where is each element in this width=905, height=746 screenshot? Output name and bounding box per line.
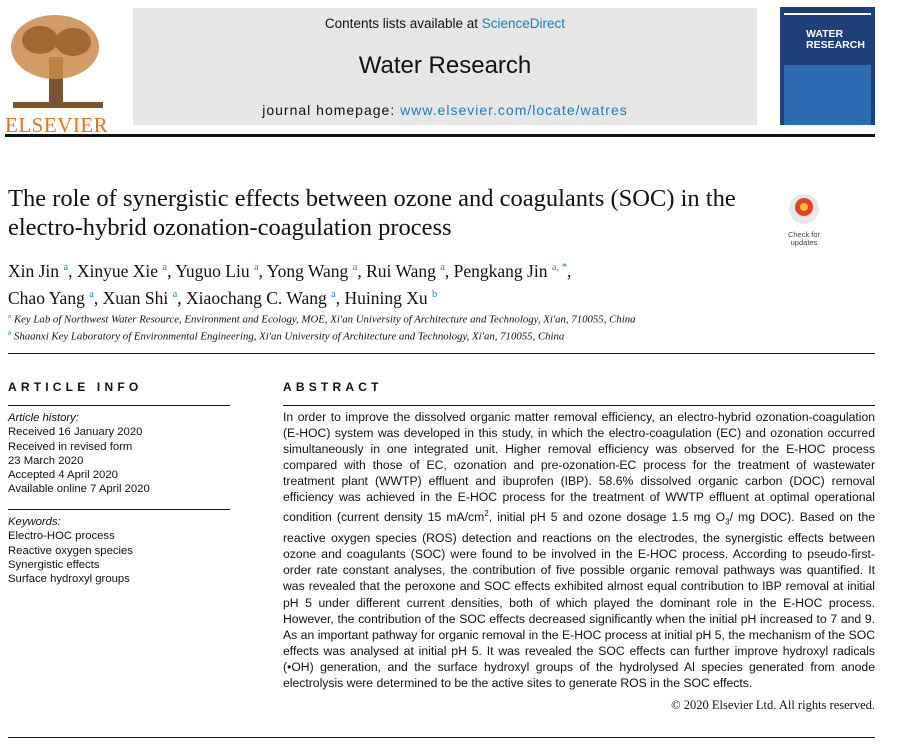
- text: journal homepage:: [262, 102, 396, 118]
- history-item: Received in revised form: [8, 440, 133, 453]
- author-name: Yuguo Liu: [175, 260, 250, 281]
- author: Yong Wang a: [267, 261, 362, 281]
- author: Rui Wang a: [366, 261, 449, 281]
- affiliation-text: Key Lab of Northwest Water Resource, Env…: [13, 313, 636, 326]
- publisher-name: ELSEVIER: [5, 113, 109, 137]
- author-name: Yong Wang: [266, 260, 349, 281]
- author-affiliation: a: [253, 262, 259, 273]
- text: / mg DOC). Based on the reactive oxygen …: [283, 509, 875, 690]
- author: Xin Jin a: [8, 261, 72, 281]
- author: Huining Xu b: [345, 288, 438, 308]
- author-name: Pengkang Jin: [453, 260, 548, 281]
- author: Chao Yang a: [8, 288, 98, 308]
- keyword: Synergistic effects: [8, 558, 100, 571]
- abstract-text: In order to improve the dissolved organi…: [283, 409, 875, 691]
- text: Contents lists available at: [324, 16, 479, 31]
- copyright: © 2020 Elsevier Ltd. All rights reserved…: [671, 698, 875, 712]
- article-title: The role of synergistic effects between …: [8, 185, 736, 241]
- author-name: Rui Wang: [366, 260, 436, 281]
- divider: [8, 737, 875, 738]
- label: Article history:: [8, 412, 79, 424]
- author: Yuguo Liu a: [175, 261, 263, 281]
- author-list: Xin Jin a Xinyue Xie a Yuguo Liu a Yong …: [8, 256, 748, 310]
- author-name: Xuan Shi: [102, 287, 169, 308]
- history-item: Accepted 4 April 2020: [8, 469, 118, 482]
- author: Xinyue Xie a: [77, 261, 172, 281]
- author-name: Xin Jin: [8, 260, 60, 281]
- author-name: Chao Yang: [8, 287, 85, 308]
- keyword: Electro-HOC process: [8, 530, 115, 543]
- author-name: Huining Xu: [344, 287, 428, 308]
- check-updates[interactable]: Check for updates: [781, 192, 827, 247]
- author-name: Xiaochang C. Wang: [186, 287, 327, 308]
- author-affiliation: a: [352, 262, 358, 273]
- affiliation: a Key Lab of Northwest Water Resource, E…: [8, 310, 636, 327]
- text: , initial pH 5 and ozone dosage 1.5 mg O: [488, 509, 726, 524]
- journal-header: Contents lists available at ScienceDirec…: [133, 8, 757, 125]
- author-affiliation: a: [162, 262, 168, 273]
- contents-line: Contents lists available at ScienceDirec…: [133, 16, 757, 31]
- history-item: Received 16 January 2020: [8, 426, 143, 439]
- check-label: Check for updates: [787, 230, 821, 247]
- text: 2: [484, 508, 489, 518]
- author-name: Xinyue Xie: [76, 260, 159, 281]
- affiliation-mark: a: [8, 313, 12, 320]
- check-icon: [789, 194, 819, 224]
- journal-name: Water Research: [358, 52, 532, 79]
- keywords: Keywords: Electro-HOC process Reactive ox…: [8, 515, 133, 586]
- affiliations: a Key Lab of Northwest Water Resource, E…: [8, 310, 636, 343]
- divider: [283, 405, 875, 406]
- history-list: Received 16 January 2020 Received in revi…: [8, 425, 150, 496]
- affiliation-text: Shaanxi Key Laboratory of Environmental …: [13, 330, 565, 343]
- divider: [8, 353, 875, 354]
- text: 3: [725, 517, 730, 527]
- author-affiliation: a, *: [551, 262, 568, 273]
- author: Pengkang Jin a, *: [454, 261, 572, 281]
- tree-logo: [11, 15, 103, 108]
- author: Xuan Shi a: [103, 288, 182, 308]
- history-item: Available online 7 April 2020: [8, 483, 150, 496]
- keyword: Surface hydroxyl groups: [8, 573, 130, 586]
- article-history: Article history: Received 16 January 202…: [8, 411, 150, 497]
- section-heading: ARTICLE INFO: [8, 380, 143, 394]
- author-affiliation: a: [63, 262, 69, 273]
- publisher-logo: ELSEVIER: [5, 12, 110, 137]
- affiliation-mark: b: [8, 329, 12, 337]
- homepage-line: journal homepage: www.elsevier.com/locat…: [133, 102, 757, 118]
- section-heading: ABSTRACT: [283, 380, 383, 394]
- author: Xiaochang C. Wang a: [186, 288, 340, 308]
- cover-title: WATER RESEARCH: [806, 28, 865, 51]
- affiliation: b Shaanxi Key Laboratory of Environmenta…: [8, 327, 636, 344]
- author-affiliation: a: [89, 288, 94, 300]
- author-affiliation: a: [172, 288, 178, 300]
- author-affiliation: a: [331, 288, 336, 300]
- link[interactable]: www.elsevier.com/locate/watres: [400, 102, 628, 118]
- author-affiliation: b: [432, 288, 438, 300]
- divider: [8, 405, 230, 406]
- header-rule: [5, 134, 875, 137]
- keyword: Reactive oxygen species: [8, 544, 133, 557]
- text: In order to improve the dissolved organi…: [283, 410, 875, 524]
- link[interactable]: ScienceDirect: [481, 16, 566, 31]
- history-item: 23 March 2020: [8, 454, 84, 467]
- author-affiliation: a: [440, 262, 445, 273]
- journal-cover: WATER RESEARCH: [780, 7, 875, 125]
- keyword-list: Electro-HOC process Reactive oxygen speci…: [8, 529, 133, 586]
- divider: [8, 509, 230, 510]
- label: Keywords:: [8, 516, 61, 528]
